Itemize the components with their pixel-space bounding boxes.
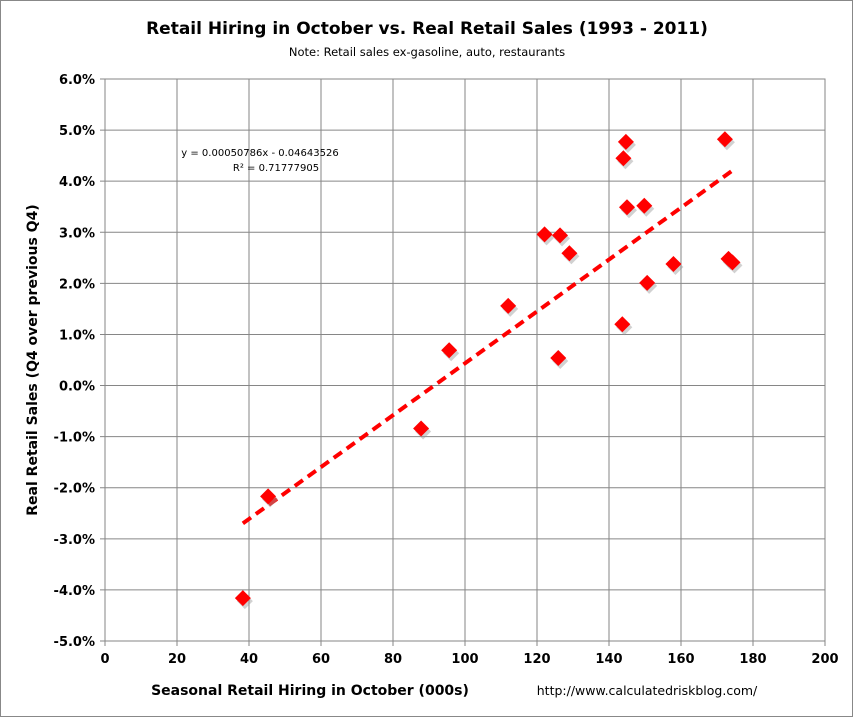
y-tick-label: 1.0% (59, 328, 95, 343)
data-point (234, 590, 251, 607)
y-tick-label: 3.0% (59, 226, 95, 241)
data-point (636, 197, 653, 214)
data-point (552, 227, 569, 244)
trendline-r2: R² = 0.71777905 (233, 163, 319, 174)
y-tick-label: 0.0% (59, 380, 95, 395)
x-tick-label: 140 (595, 652, 622, 667)
chart-subtitle: Note: Retail sales ex-gasoline, auto, re… (289, 45, 565, 59)
y-tick-label: -3.0% (54, 533, 95, 548)
y-tick-label: -4.0% (54, 584, 95, 599)
trendline (241, 168, 734, 526)
data-point (619, 199, 635, 216)
x-tick-label: 60 (312, 652, 330, 667)
x-tick-label: 80 (384, 652, 402, 667)
y-tick-label: -2.0% (54, 482, 95, 497)
data-point (561, 245, 578, 262)
data-point (260, 488, 277, 505)
plot-area (104, 78, 826, 642)
x-tick-label: 20 (168, 652, 186, 667)
data-point (716, 131, 733, 148)
data-point (500, 297, 517, 314)
data-point (617, 133, 634, 150)
data-point (615, 150, 632, 167)
data-point (536, 226, 553, 243)
y-tick-label: 6.0% (59, 73, 95, 88)
x-tick-label: 180 (739, 652, 766, 667)
x-tick-label: 0 (100, 652, 109, 667)
trendline-equation: y = 0.00050786x - 0.04643526 (181, 148, 338, 159)
y-tick-label: 2.0% (59, 277, 95, 292)
data-point (413, 420, 430, 437)
x-tick-label: 120 (523, 652, 550, 667)
x-tick-label: 200 (811, 652, 838, 667)
chart-title: Retail Hiring in October vs. Real Retail… (146, 19, 708, 39)
data-point (639, 274, 656, 291)
y-tick-label: 4.0% (59, 175, 95, 190)
x-tick-label: 100 (451, 652, 478, 667)
data-point (665, 255, 682, 272)
data-point (724, 254, 741, 271)
x-axis-label: Seasonal Retail Hiring in October (000s) (151, 683, 469, 699)
data-point (441, 342, 458, 359)
data-point (614, 316, 631, 333)
data-point (550, 349, 567, 366)
y-tick-label: 5.0% (59, 124, 95, 139)
y-tick-label: -1.0% (54, 431, 95, 446)
y-axis-label: Real Retail Sales (Q4 over previous Q4) (25, 204, 41, 515)
x-tick-label: 160 (667, 652, 694, 667)
x-tick-label: 40 (240, 652, 258, 667)
y-tick-label: -5.0% (54, 635, 95, 650)
source-url: http://www.calculatedriskblog.com/ (537, 683, 758, 698)
